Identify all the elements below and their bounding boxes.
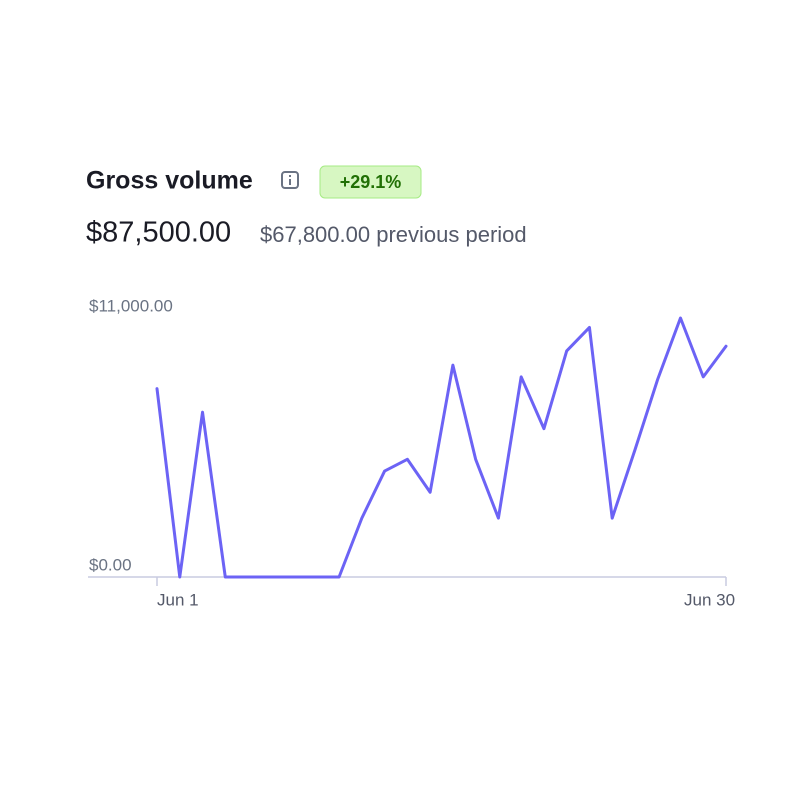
x-tick-label: Jun 30 — [684, 590, 735, 609]
previous-period: $67,800.00 previous period — [260, 222, 527, 247]
x-tick-label: Jun 1 — [157, 590, 199, 609]
total: $87,500.00 — [86, 217, 231, 249]
y-tick-label: $0.00 — [89, 555, 132, 574]
line — [155, 316, 728, 579]
y-tick-label: $11,000.00 — [89, 296, 173, 315]
badge — [319, 165, 422, 199]
title: Gross volume — [86, 167, 253, 195]
badge-text: +29.1% — [340, 172, 402, 192]
info-icon[interactable] — [281, 171, 299, 189]
